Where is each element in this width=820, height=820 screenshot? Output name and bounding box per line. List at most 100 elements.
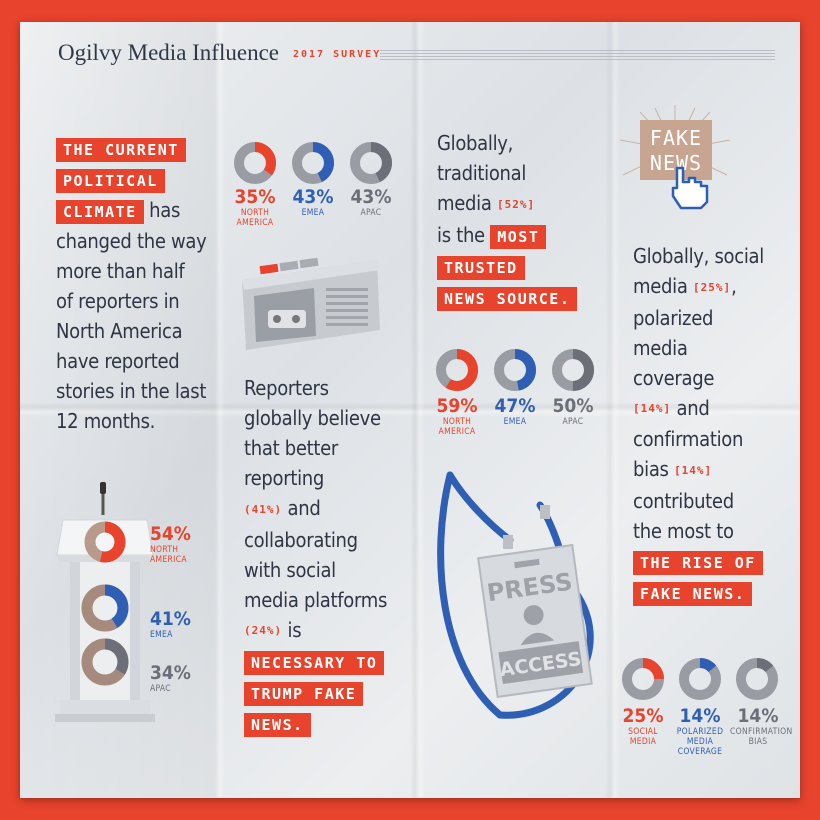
text-line: bias (633, 457, 669, 481)
donut-group-0 (234, 142, 392, 184)
text-line: with social (244, 557, 336, 582)
text-line: Globally, social (633, 244, 764, 268)
donut-slice-apac (552, 349, 594, 391)
highlight-line: THE RISE OF (633, 550, 763, 575)
category-label: APAC (360, 208, 382, 218)
category-label: EMEA (150, 630, 173, 640)
text-line: 12 months. (56, 409, 156, 433)
donut-slice-emea (292, 142, 334, 184)
data-label: 47% (494, 395, 536, 417)
text-line: that better (244, 436, 339, 460)
data-label: 43% (292, 186, 334, 208)
donut-group-2 (81, 521, 129, 686)
text-line: the most to (633, 518, 734, 543)
text-line: traditional (437, 161, 527, 185)
hand-cursor-icon (671, 166, 709, 210)
data-label: 54% (150, 523, 191, 545)
text-line: have reported (56, 349, 180, 373)
donut-slice-social-media (622, 658, 664, 700)
donut-slice-emea (494, 349, 536, 391)
donut-group-3 (622, 658, 778, 700)
text-line: has (149, 198, 181, 222)
percent-label: [14%] (674, 463, 713, 477)
donut-slice-north-america (436, 349, 478, 391)
text-line: is (287, 617, 302, 642)
percent-label: [52%] (496, 197, 536, 211)
category-label: NORTH AMERICA (438, 417, 476, 437)
text-line: Reporters (244, 376, 329, 400)
percent-label: (41%) (244, 502, 283, 516)
donut-slice-apac (350, 142, 392, 184)
donut-slice-confirmation-bias (736, 658, 778, 700)
donut-slice-north-america (234, 142, 276, 184)
better-reporting-text: Reporters globally believe that better r… (244, 373, 419, 739)
sunburst-graphic: FAKE NEWS (619, 105, 731, 180)
data-label: 41% (150, 608, 191, 630)
data-label: 35% (234, 186, 276, 208)
infographic-subtitle: 2017 SURVEY (293, 49, 382, 60)
text-line: media (437, 191, 492, 215)
donut-group-1 (436, 349, 594, 391)
podium-label-emea: 41% EMEA (150, 608, 191, 640)
header-rule (380, 50, 775, 60)
chart-reporters-climate: 35% NORTH AMERICA 43% EMEA 43% APAC (230, 138, 400, 238)
text-line: media (633, 274, 688, 298)
text-line: confirmation (633, 427, 744, 451)
traditional-media-text: Globally, traditional media [52%] is the… (437, 128, 602, 313)
highlight-line: NEWS SOURCE. (437, 286, 578, 311)
sign-text-fake: FAKE (650, 126, 702, 150)
data-label: 14% (679, 705, 721, 727)
highlight-line: TRUMP FAKE (244, 682, 364, 706)
sign-text-news: NEWS (650, 151, 702, 175)
category-label: POLARIZED MEDIA COVERAGE (676, 727, 724, 757)
data-label: 25% (622, 705, 664, 727)
data-label: 14% (737, 705, 779, 727)
category-label: SOCIAL MEDIA (628, 727, 658, 747)
text-line: reporting (244, 466, 325, 490)
political-climate-text: THE CURRENT POLITICAL CLIMATE has change… (56, 133, 241, 436)
category-label: NORTH AMERICA (236, 208, 274, 228)
percent-label: (24%) (244, 624, 283, 637)
chart-traditional-media: 59% NORTH AMERICA 47% EMEA 50% APAC (432, 345, 602, 445)
category-label: APAC (562, 417, 584, 427)
category-label: NORTH AMERICA (150, 545, 187, 565)
podium-label-na: 54% NORTH AMERICA (150, 523, 195, 565)
text-line: stories in the last (56, 379, 207, 403)
category-label: CONFIRMATION BIAS (730, 727, 793, 747)
highlight-line: POLITICAL (56, 169, 165, 193)
press-badge-illustration: PRESS ACCESS (437, 471, 594, 719)
data-label: 59% (436, 395, 478, 417)
data-label: 34% (150, 662, 191, 684)
text-line: and (676, 395, 710, 420)
donut-slice-north-america (84, 521, 126, 563)
highlight-line: NECESSARY TO (244, 651, 385, 675)
text-line: media platforms (244, 587, 388, 612)
percent-label: [25%] (692, 280, 732, 294)
highlight-line: CLIMATE (56, 200, 144, 224)
text-line: globally believe (244, 406, 381, 430)
text-line: of reporters in (56, 289, 180, 313)
text-line: and (287, 496, 321, 520)
highlight-line: MOST (490, 224, 547, 249)
text-line: changed the way (56, 229, 207, 253)
highlight-line: THE CURRENT (56, 138, 186, 162)
voice-recorder-illustration (242, 257, 380, 350)
fake-news-sign: FAKE NEWS (615, 100, 735, 210)
text-line: contributed (633, 488, 734, 513)
infographic-title: Ogilvy Media Influence (58, 40, 279, 65)
percent-label: [14%] (633, 402, 672, 415)
chart-fake-news-causes: 25% SOCIAL MEDIA 14% POLARIZED MEDIA COVER… (618, 655, 793, 775)
text-line: media (633, 335, 688, 360)
category-label: APAC (150, 684, 171, 694)
data-label: 50% (552, 395, 594, 417)
donut-slice-polarized-media-coverage (679, 658, 721, 700)
text-line: is the (437, 222, 485, 247)
data-label: 43% (350, 186, 392, 208)
donut-slice-apac (81, 638, 129, 686)
highlight-line: TRUSTED (437, 255, 525, 280)
highlight-line: FAKE NEWS. (633, 581, 753, 606)
podium-label-apac: 34% APAC (150, 662, 191, 694)
text-line: collaborating (244, 527, 358, 552)
category-label: EMEA (503, 417, 527, 427)
text-line: North America (56, 319, 183, 343)
